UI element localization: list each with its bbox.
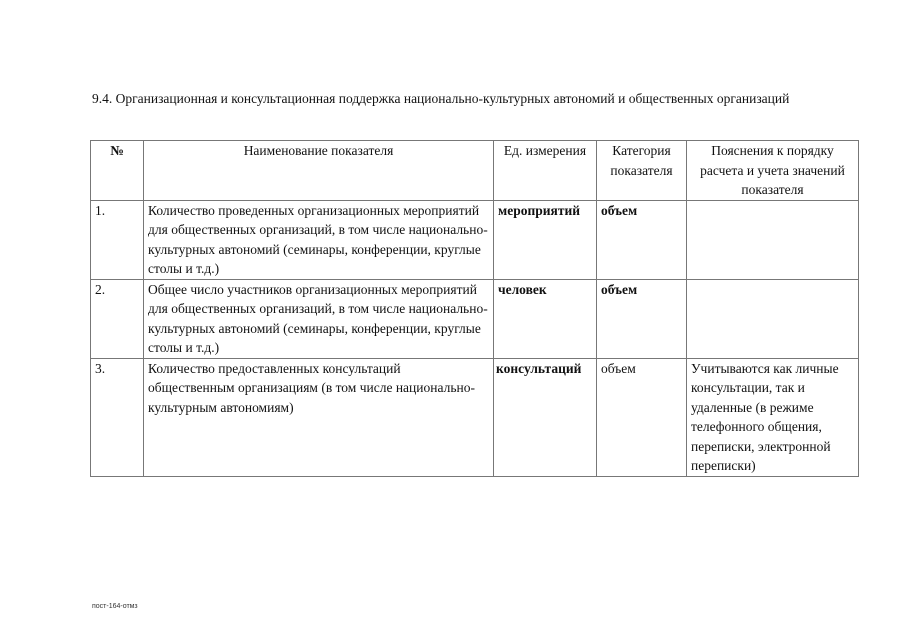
row-name: Количество предоставленных консультаций … bbox=[143, 357, 494, 477]
row-note: Учитываются как личные консультации, так… bbox=[686, 357, 859, 477]
table-row: 1. Количество проведенных организационны… bbox=[90, 199, 859, 280]
indicators-table: № Наименование показателя Ед. измерения … bbox=[90, 140, 859, 477]
row-name: Количество проведенных организационных м… bbox=[143, 199, 494, 280]
section-heading: 9.4. Организационная и консультационная … bbox=[92, 89, 856, 108]
header-unit: Ед. измерения bbox=[493, 140, 597, 201]
table-header-row: № Наименование показателя Ед. измерения … bbox=[90, 140, 859, 201]
row-category: объем bbox=[596, 199, 687, 280]
row-name: Общее число участников организационных м… bbox=[143, 278, 494, 359]
row-category: объем bbox=[596, 278, 687, 359]
header-note: Пояснения к порядку расчета и учета знач… bbox=[686, 140, 859, 201]
row-unit: мероприятий bbox=[493, 199, 597, 280]
row-note bbox=[686, 278, 859, 359]
section-title: Организационная и консультационная подде… bbox=[115, 91, 790, 106]
row-unit: человек bbox=[493, 278, 597, 359]
row-number: 3. bbox=[90, 357, 144, 477]
header-name: Наименование показателя bbox=[143, 140, 494, 201]
header-category: Категория показателя bbox=[596, 140, 687, 201]
footer-file-code: пост-164-отмз bbox=[92, 603, 138, 610]
row-note bbox=[686, 199, 859, 280]
table-row: 2. Общее число участников организационны… bbox=[90, 278, 859, 359]
header-number: № bbox=[90, 140, 144, 201]
row-number: 2. bbox=[90, 278, 144, 359]
section-number: 9.4. bbox=[92, 91, 113, 106]
table-row: 3. Количество предоставленных консультац… bbox=[90, 357, 859, 477]
row-number: 1. bbox=[90, 199, 144, 280]
row-unit: консультаций bbox=[493, 357, 597, 477]
row-category: объем bbox=[596, 357, 687, 477]
